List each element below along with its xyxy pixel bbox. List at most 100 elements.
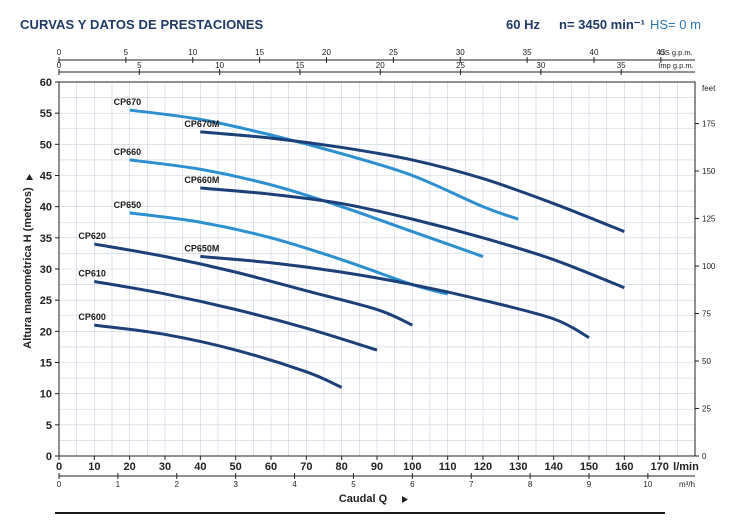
bottom-rule bbox=[55, 512, 665, 514]
curve-label-cp620: CP620 bbox=[78, 231, 106, 241]
m3h-tick-label: 2 bbox=[175, 480, 180, 489]
curve-cp660 bbox=[129, 158, 484, 258]
y-tick-label: 35 bbox=[40, 233, 52, 245]
curve-cp620 bbox=[94, 242, 413, 327]
x-tick-label: 100 bbox=[403, 461, 421, 473]
x-tick-label: 160 bbox=[615, 461, 633, 473]
x-tick-label: 40 bbox=[194, 461, 206, 473]
curve-label-cp650: CP650 bbox=[114, 200, 142, 210]
us-gpm-tick-label: 40 bbox=[590, 48, 599, 57]
x-tick-label: 20 bbox=[124, 461, 136, 473]
feet-tick-label: 175 bbox=[702, 120, 716, 129]
y-tick-label: 50 bbox=[40, 139, 52, 151]
frequency-label: 60 Hz bbox=[506, 17, 540, 32]
x-tick-label: 130 bbox=[509, 461, 527, 473]
curve-label-cp610: CP610 bbox=[78, 268, 106, 278]
speed-label: n= 3450 min⁻¹ bbox=[559, 17, 645, 32]
us-gpm-tick-label: 25 bbox=[389, 48, 398, 57]
feet-tick-label: 0 bbox=[702, 452, 707, 461]
x-tick-label: 150 bbox=[580, 461, 598, 473]
x-tick-label: 30 bbox=[159, 461, 171, 473]
us-gpm-tick-label: 30 bbox=[456, 48, 465, 57]
x-tick-label: 110 bbox=[439, 461, 457, 473]
curve-label-cp600: CP600 bbox=[78, 312, 106, 322]
us-gpm-tick-label: 0 bbox=[57, 48, 62, 57]
curve-label-cp660: CP660 bbox=[114, 147, 142, 157]
x-tick-label: 80 bbox=[336, 461, 348, 473]
x-unit-label: l/min bbox=[673, 461, 699, 473]
imp-gpm-unit-label: Imp g.p.m. bbox=[658, 61, 693, 70]
m3h-tick-label: 6 bbox=[410, 480, 415, 489]
m3h-tick-label: 5 bbox=[351, 480, 356, 489]
feet-unit-label: feet bbox=[702, 84, 716, 93]
feet-tick-label: 125 bbox=[702, 215, 716, 224]
us-gpm-tick-label: 35 bbox=[523, 48, 532, 57]
m3h-tick-label: 0 bbox=[57, 480, 62, 489]
feet-tick-label: 25 bbox=[702, 405, 711, 414]
grid-lines bbox=[58, 81, 696, 457]
feet-tick-label: 150 bbox=[702, 167, 716, 176]
m3h-tick-label: 1 bbox=[116, 480, 121, 489]
y-tick-label: 20 bbox=[40, 326, 52, 338]
m3h-tick-label: 3 bbox=[233, 480, 238, 489]
us-gpm-tick-label: 5 bbox=[124, 48, 129, 57]
us-gpm-tick-label: 20 bbox=[322, 48, 331, 57]
curve-label-cp670m: CP670M bbox=[184, 119, 219, 129]
m3h-unit-label: m³/h bbox=[679, 480, 695, 489]
x-tick-label: 170 bbox=[650, 461, 668, 473]
us-gpm-tick-label: 10 bbox=[188, 48, 197, 57]
curve-cp600 bbox=[94, 323, 343, 389]
imp-gpm-tick-label: 5 bbox=[137, 61, 142, 70]
curve-label-cp650m: CP650M bbox=[184, 244, 219, 254]
x-tick-label: 70 bbox=[300, 461, 312, 473]
imp-gpm-tick-label: 0 bbox=[57, 61, 62, 70]
x-axis-title: Caudal Q bbox=[339, 493, 388, 505]
y-tick-label: 45 bbox=[40, 171, 52, 183]
curve-cp670m bbox=[200, 130, 625, 233]
m3h-tick-label: 9 bbox=[587, 480, 592, 489]
curve-cp670 bbox=[129, 108, 519, 221]
x-tick-label: 140 bbox=[544, 461, 562, 473]
curve-cp610 bbox=[94, 279, 378, 352]
x-tick-label: 0 bbox=[56, 461, 62, 473]
y-axis-arrow-icon bbox=[26, 174, 33, 180]
x-tick-label: 60 bbox=[265, 461, 277, 473]
us-gpm-tick-label: 45 bbox=[656, 48, 665, 57]
y-tick-label: 0 bbox=[46, 451, 52, 463]
curve-label-cp670: CP670 bbox=[114, 97, 142, 107]
feet-tick-label: 100 bbox=[702, 262, 716, 271]
x-tick-label: 120 bbox=[474, 461, 492, 473]
imp-gpm-tick-label: 30 bbox=[536, 61, 545, 70]
feet-tick-label: 75 bbox=[702, 310, 711, 319]
curve-cp660m bbox=[200, 186, 625, 290]
y-axis-title: Altura manométrica H (metros) bbox=[22, 187, 34, 349]
imp-gpm-tick-label: 15 bbox=[295, 61, 304, 70]
m3h-tick-label: 10 bbox=[643, 480, 652, 489]
imp-gpm-tick-label: 35 bbox=[617, 61, 626, 70]
y-tick-label: 60 bbox=[40, 77, 52, 89]
y-tick-label: 40 bbox=[40, 202, 52, 214]
m3h-tick-label: 8 bbox=[528, 480, 533, 489]
imp-gpm-tick-label: 20 bbox=[376, 61, 385, 70]
y-tick-label: 10 bbox=[40, 389, 52, 401]
chart-title: CURVAS Y DATOS DE PRESTACIONES bbox=[20, 17, 264, 32]
y-tick-label: 15 bbox=[40, 358, 52, 370]
x-tick-label: 50 bbox=[230, 461, 242, 473]
y-tick-label: 25 bbox=[40, 295, 52, 307]
feet-tick-label: 50 bbox=[702, 357, 711, 366]
curve-label-cp660m: CP660M bbox=[184, 175, 219, 185]
curve-cp650m bbox=[200, 255, 590, 339]
us-gpm-unit-label: US g.p.m. bbox=[659, 48, 692, 57]
imp-gpm-tick-label: 25 bbox=[456, 61, 465, 70]
m3h-tick-label: 7 bbox=[469, 480, 474, 489]
m3h-tick-label: 4 bbox=[292, 480, 297, 489]
x-tick-label: 10 bbox=[88, 461, 100, 473]
x-tick-label: 90 bbox=[371, 461, 383, 473]
y-tick-label: 55 bbox=[40, 108, 52, 120]
imp-gpm-tick-label: 10 bbox=[215, 61, 224, 70]
y-tick-label: 5 bbox=[46, 420, 52, 432]
suction-height-label: HS= 0 m bbox=[650, 17, 701, 32]
y-tick-label: 30 bbox=[40, 264, 52, 276]
us-gpm-tick-label: 15 bbox=[255, 48, 264, 57]
